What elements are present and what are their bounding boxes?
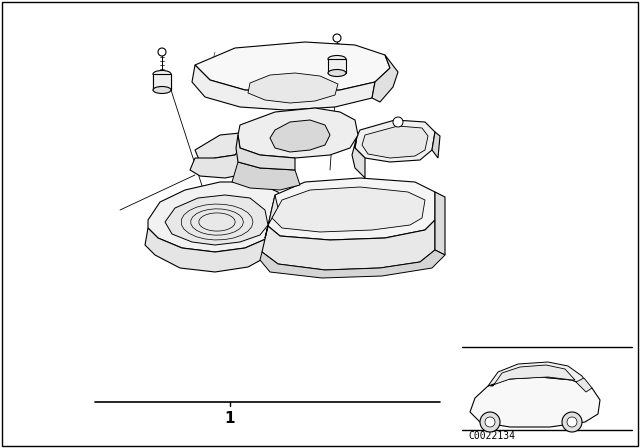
Text: C0022134: C0022134: [468, 431, 515, 441]
Circle shape: [393, 117, 403, 127]
Polygon shape: [148, 182, 285, 252]
Polygon shape: [432, 132, 440, 158]
Polygon shape: [195, 132, 252, 162]
Polygon shape: [232, 162, 300, 190]
Text: 1: 1: [225, 410, 236, 426]
Polygon shape: [372, 55, 398, 102]
Polygon shape: [470, 377, 600, 427]
Polygon shape: [270, 120, 330, 152]
Circle shape: [480, 412, 500, 432]
Polygon shape: [576, 378, 592, 392]
Polygon shape: [190, 148, 240, 178]
Polygon shape: [355, 120, 435, 162]
Ellipse shape: [153, 86, 171, 94]
Bar: [328, 59, 346, 73]
Circle shape: [485, 417, 495, 427]
Bar: [153, 74, 171, 90]
Polygon shape: [236, 135, 295, 170]
Polygon shape: [195, 42, 390, 93]
Polygon shape: [362, 126, 428, 158]
Circle shape: [333, 34, 341, 42]
Polygon shape: [488, 362, 590, 388]
Polygon shape: [272, 187, 425, 232]
Polygon shape: [352, 136, 365, 178]
Polygon shape: [238, 108, 358, 158]
Polygon shape: [435, 192, 445, 255]
Polygon shape: [192, 65, 375, 110]
Polygon shape: [248, 73, 338, 103]
Polygon shape: [165, 195, 268, 245]
Polygon shape: [490, 365, 575, 386]
Ellipse shape: [328, 56, 346, 63]
Circle shape: [158, 48, 166, 56]
Polygon shape: [262, 220, 435, 270]
Circle shape: [567, 417, 577, 427]
Polygon shape: [265, 195, 278, 238]
Ellipse shape: [153, 70, 171, 78]
Polygon shape: [268, 178, 435, 240]
Polygon shape: [260, 250, 445, 278]
Circle shape: [562, 412, 582, 432]
Polygon shape: [145, 228, 270, 272]
Ellipse shape: [328, 69, 346, 77]
